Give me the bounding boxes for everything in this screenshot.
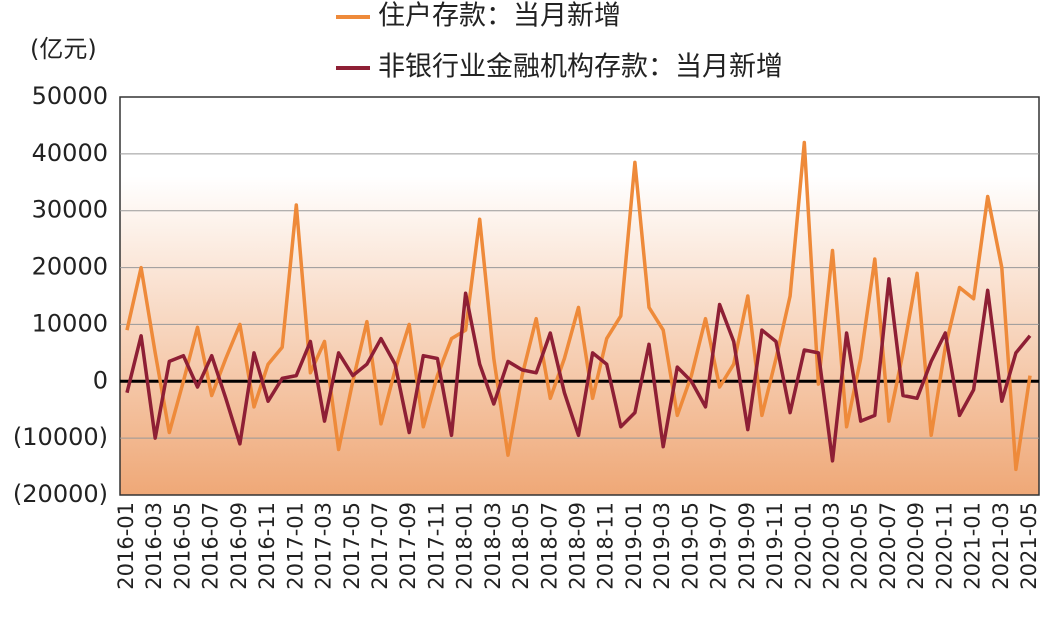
y-tick-label: 40000 <box>32 139 108 167</box>
x-tick-label: 2018-03 <box>481 502 505 590</box>
x-tick-label: 2017-09 <box>396 502 420 590</box>
x-tick-label: 2017-03 <box>312 502 336 590</box>
x-tick-label: 2018-07 <box>537 502 561 590</box>
x-tick-label: 2016-07 <box>199 502 223 590</box>
x-tick-label: 2020-11 <box>932 502 956 590</box>
x-tick-label: 2018-05 <box>509 502 533 590</box>
y-tick-label: 30000 <box>32 196 108 224</box>
x-tick-label: 2018-11 <box>594 502 618 590</box>
x-tick-label: 2017-11 <box>424 502 448 590</box>
x-tick-label: 2019-03 <box>650 502 674 590</box>
x-tick-label: 2019-09 <box>735 502 759 590</box>
x-tick-label: 2019-05 <box>678 502 702 590</box>
x-tick-label: 2016-09 <box>227 502 251 590</box>
x-tick-label: 2019-07 <box>707 502 731 590</box>
y-tick-label: (20000) <box>13 480 108 508</box>
x-tick-label: 2017-07 <box>368 502 392 590</box>
x-tick-label: 2021-01 <box>961 502 985 590</box>
x-tick-label: 2020-03 <box>819 502 843 590</box>
x-tick-label: 2016-01 <box>114 502 138 590</box>
x-tick-label: 2018-01 <box>453 502 477 590</box>
x-tick-label: 2017-01 <box>283 502 307 590</box>
y-tick-label: (10000) <box>13 423 108 451</box>
x-tick-label: 2020-05 <box>848 502 872 590</box>
x-tick-label: 2018-09 <box>566 502 590 590</box>
x-tick-label: 2020-01 <box>791 502 815 590</box>
series-line <box>125 140 1032 472</box>
y-tick-label: 20000 <box>32 253 108 281</box>
x-tick-label: 2020-09 <box>904 502 928 590</box>
x-tick-label: 2019-11 <box>763 502 787 590</box>
x-tick-label: 2016-05 <box>170 502 194 590</box>
x-tick-label: 2019-01 <box>622 502 646 590</box>
y-tick-label: 50000 <box>32 82 108 110</box>
legend-label: 住户存款：当月新增 <box>378 1 621 32</box>
y-tick-label: 0 <box>93 366 108 394</box>
legend-label: 非银行业金融机构存款：当月新增 <box>378 52 783 83</box>
y-axis-label: (亿元) <box>30 35 97 63</box>
x-tick-label: 2021-03 <box>989 502 1013 590</box>
x-tick-label: 2020-07 <box>876 502 900 590</box>
x-tick-label: 2016-03 <box>142 502 166 590</box>
x-tick-label: 2017-05 <box>340 502 364 590</box>
x-tick-label: 2016-11 <box>255 502 279 590</box>
y-tick-label: 10000 <box>32 309 108 337</box>
x-tick-label: 2021-05 <box>1017 502 1040 590</box>
series-line <box>125 277 1032 463</box>
